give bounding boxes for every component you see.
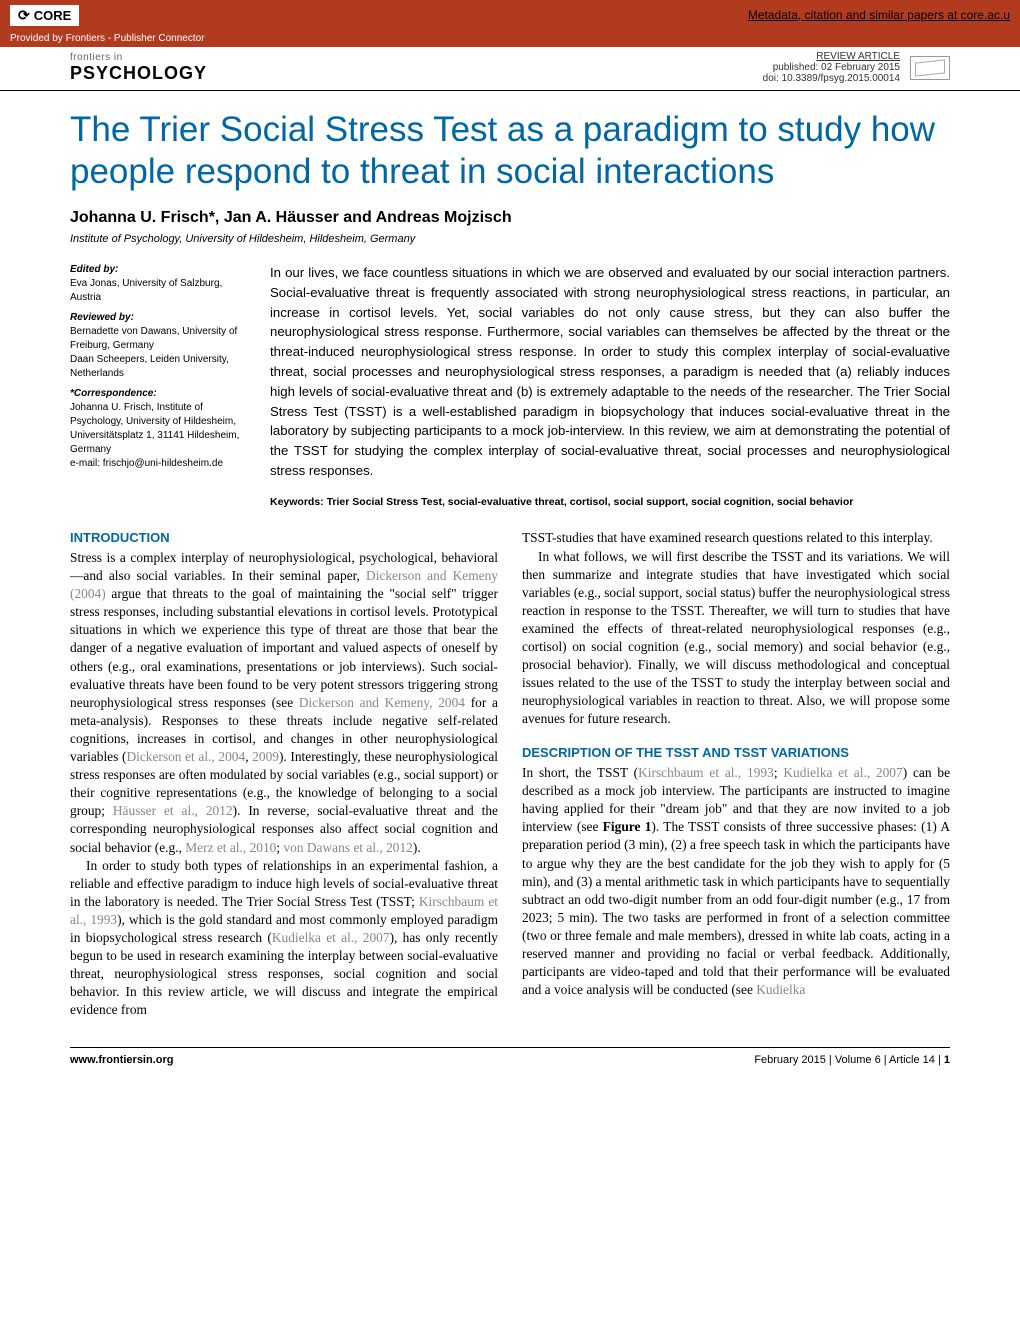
article-title: The Trier Social Stress Test as a paradi… (0, 91, 1020, 203)
reviewed-by-2: Daan Scheepers, Leiden University, Nethe… (70, 354, 229, 379)
citation-link[interactable]: Kudielka (756, 982, 805, 997)
citation-link[interactable]: Dickerson and Kemeny, 2004 (299, 695, 465, 710)
footer-url[interactable]: www.frontiersin.org (70, 1054, 174, 1066)
reviewed-by-label: Reviewed by: (70, 312, 134, 323)
col2-para-2: In what follows, we will first describe … (522, 548, 950, 729)
citation-link[interactable]: Dickerson et al., 2004 (126, 749, 245, 764)
correspondence-email[interactable]: frischjo@uni-hildesheim.de (103, 458, 223, 469)
footer-citation: February 2015 | Volume 6 | Article 14 | (754, 1054, 944, 1066)
figure-reference[interactable]: Figure 1 (603, 819, 652, 834)
reviewed-by-1: Bernadette von Dawans, University of Fre… (70, 326, 237, 351)
right-column: TSST-studies that have examined research… (522, 529, 950, 1019)
col2-para-1: TSST-studies that have examined research… (522, 529, 950, 547)
edited-by: Eva Jonas, University of Salzburg, Austr… (70, 278, 222, 303)
journal-header: frontiers in PSYCHOLOGY REVIEW ARTICLE p… (0, 47, 1020, 91)
keywords: Keywords: Trier Social Stress Test, soci… (270, 495, 950, 510)
page-footer: www.frontiersin.org February 2015 | Volu… (70, 1047, 950, 1084)
correspondence-label: *Correspondence: (70, 388, 157, 399)
citation-link[interactable]: Häusser et al., 2012 (113, 803, 233, 818)
core-logo[interactable]: CORE (10, 5, 79, 26)
description-heading: DESCRIPTION OF THE TSST AND TSST VARIATI… (522, 744, 950, 762)
core-banner: CORE Metadata, citation and similar pape… (0, 0, 1020, 30)
email-label: e-mail: (70, 458, 103, 469)
journal-name: PSYCHOLOGY (70, 63, 207, 84)
page-number: 1 (944, 1054, 950, 1066)
metadata-sidebar: Edited by: Eva Jonas, University of Salz… (70, 263, 270, 509)
intro-heading: INTRODUCTION (70, 529, 498, 547)
published-date: published: 02 February 2015 (763, 62, 900, 73)
citation-link[interactable]: Kirschbaum et al., 1993 (638, 765, 774, 780)
citation-link[interactable]: Kudielka et al., 2007 (783, 765, 902, 780)
citation-link[interactable]: Merz et al., 2010 (185, 840, 276, 855)
doi[interactable]: doi: 10.3389/fpsyg.2015.00014 (763, 73, 900, 84)
intro-para-2: In order to study both types of relation… (70, 857, 498, 1020)
citation-link[interactable]: 2009 (252, 749, 279, 764)
intro-para-1: Stress is a complex interplay of neuroph… (70, 549, 498, 857)
provided-by-bar: Provided by Frontiers - Publisher Connec… (0, 30, 1020, 47)
left-column: INTRODUCTION Stress is a complex interpl… (70, 529, 498, 1019)
journal-top-label: frontiers in (70, 52, 207, 63)
open-access-icon (910, 56, 950, 80)
affiliation: Institute of Psychology, University of H… (0, 231, 1020, 263)
banner-metadata-link[interactable]: Metadata, citation and similar papers at… (748, 8, 1010, 22)
body-columns: INTRODUCTION Stress is a complex interpl… (0, 509, 1020, 1039)
authors: Johanna U. Frisch*, Jan A. Häusser and A… (0, 203, 1020, 231)
citation-link[interactable]: Kudielka et al., 2007 (272, 930, 390, 945)
citation-link[interactable]: von Dawans et al., 2012 (283, 840, 412, 855)
desc-para-1: In short, the TSST (Kirschbaum et al., 1… (522, 764, 950, 999)
correspondence: Johanna U. Frisch, Institute of Psycholo… (70, 402, 239, 455)
abstract-text: In our lives, we face countless situatio… (270, 263, 950, 481)
article-type: REVIEW ARTICLE (763, 51, 900, 62)
edited-by-label: Edited by: (70, 264, 118, 275)
